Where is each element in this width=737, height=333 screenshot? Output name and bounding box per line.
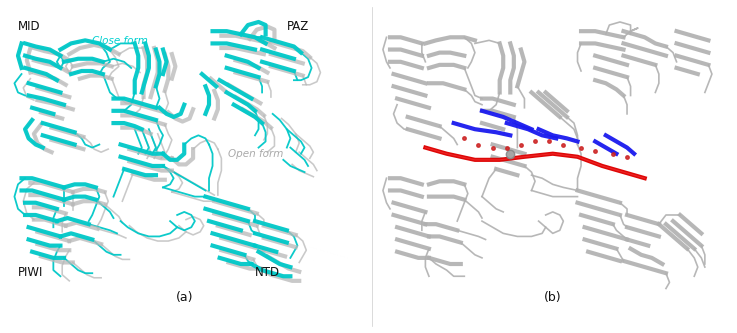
Text: (a): (a) [175, 291, 193, 304]
Text: MID: MID [18, 20, 41, 33]
Text: Open form: Open form [228, 149, 284, 159]
Text: (b): (b) [544, 291, 562, 304]
Text: NTD: NTD [255, 265, 280, 278]
Text: PIWI: PIWI [18, 265, 43, 278]
Text: PAZ: PAZ [287, 20, 309, 33]
Text: Close form: Close form [92, 36, 148, 46]
